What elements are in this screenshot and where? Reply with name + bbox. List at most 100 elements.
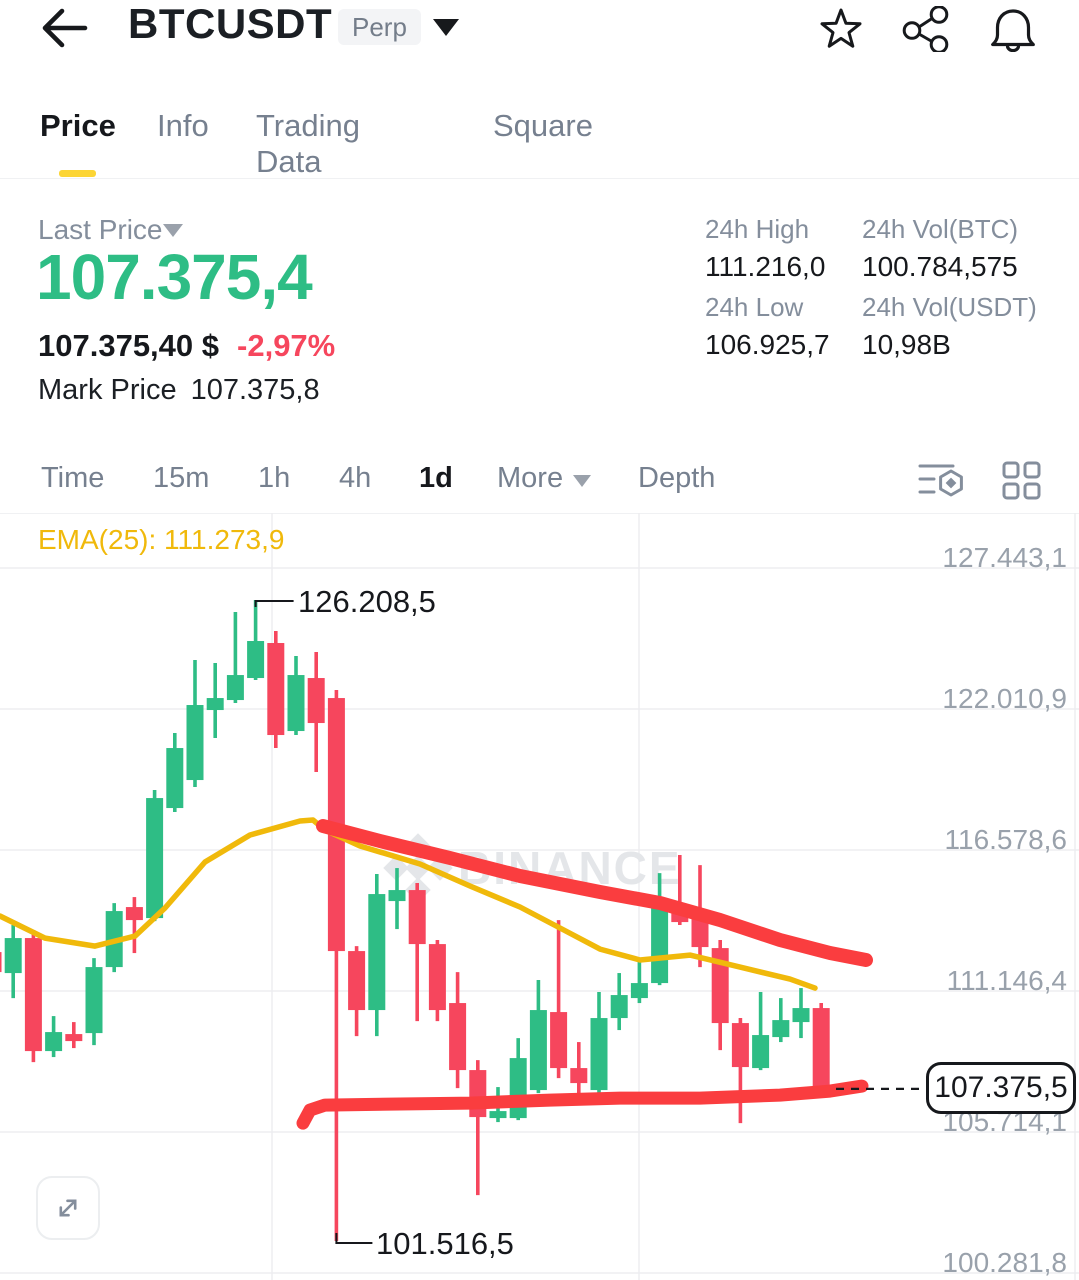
stat-value: 10,98B xyxy=(862,329,951,360)
interval-depth[interactable]: Depth xyxy=(638,462,715,495)
candle-body xyxy=(691,917,709,948)
ema-indicator-label[interactable]: EMA(25): 111.273,9 xyxy=(38,524,285,555)
interval-1h[interactable]: 1h xyxy=(258,462,290,495)
last-price-value: 107.375,4 xyxy=(36,241,313,313)
stat-value: 100.784,575 xyxy=(862,251,1018,282)
y-axis-label: 122.010,9 xyxy=(942,683,1067,714)
candle-body xyxy=(570,1068,588,1084)
tab-square[interactable]: Square xyxy=(493,108,593,143)
stat-cell: 24h Vol(USDT) 10,98B xyxy=(862,292,1037,361)
mark-price-row: Mark Price 107.375,8 xyxy=(38,374,320,407)
layout-grid-icon[interactable] xyxy=(1001,461,1043,501)
interval-15m[interactable]: 15m xyxy=(153,462,209,495)
candle-body xyxy=(408,890,426,945)
tab-info[interactable]: Info xyxy=(157,108,209,143)
interval-label: More xyxy=(497,462,564,494)
candle-body xyxy=(651,905,669,984)
share-icon[interactable] xyxy=(902,6,950,52)
ema-line xyxy=(0,817,818,991)
stat-cell: 24h High 111.216,0 xyxy=(705,214,825,283)
symbol-dropdown-icon[interactable] xyxy=(433,19,459,36)
stat-cell: 24h Low 106.925,7 xyxy=(705,292,830,361)
candle-body xyxy=(85,967,103,1034)
annotation-text: 126.208,5 xyxy=(298,584,436,619)
candle-body xyxy=(307,678,325,724)
candle-body xyxy=(731,1023,749,1068)
candle-body xyxy=(469,1070,487,1118)
candle-body xyxy=(388,890,406,902)
interval-time[interactable]: Time xyxy=(41,462,104,495)
fiat-price-row: 107.375,40 $ -2,97% xyxy=(38,328,335,364)
candle-body xyxy=(489,1111,507,1119)
interval-label: Time xyxy=(41,462,105,494)
last-price-label[interactable]: Last Price xyxy=(38,214,163,245)
interval-4h[interactable]: 4h xyxy=(339,462,371,495)
bell-icon[interactable] xyxy=(989,6,1037,52)
annotation-line xyxy=(335,1232,373,1244)
candle-body xyxy=(772,1020,790,1038)
candle-body xyxy=(550,1012,568,1069)
candle-body xyxy=(166,748,184,809)
annotation-line xyxy=(254,600,294,608)
candle-body xyxy=(186,705,204,781)
candle-body xyxy=(287,675,305,732)
y-axis-label: 111.146,4 xyxy=(946,965,1067,996)
y-axis-label: 116.578,6 xyxy=(944,824,1068,855)
candle-body xyxy=(590,1018,608,1091)
candle-body xyxy=(24,938,42,1052)
interval-1d[interactable]: 1d xyxy=(419,462,453,495)
page-title: BTCUSDT xyxy=(128,0,333,47)
stat-label: 24h Vol(USDT) xyxy=(862,292,1037,322)
interval-more[interactable]: More xyxy=(497,462,592,495)
candle-body xyxy=(125,907,143,921)
mark-price-value: 107.375,8 xyxy=(190,374,320,406)
interval-label: 1h xyxy=(258,462,291,494)
y-axis-label: 127.443,1 xyxy=(942,542,1067,573)
star-icon[interactable] xyxy=(818,6,864,52)
interval-label: Depth xyxy=(638,462,716,494)
annotation-text: 101.516,5 xyxy=(376,1226,514,1261)
perp-badge: Perp xyxy=(338,9,421,45)
candle-body xyxy=(610,995,628,1019)
drawn-support-line xyxy=(296,1079,869,1130)
back-arrow-icon[interactable] xyxy=(36,6,88,50)
chevron-down-icon xyxy=(573,474,592,487)
indicator-settings-icon[interactable] xyxy=(917,460,967,500)
stat-label: 24h Vol(BTC) xyxy=(862,214,1019,244)
interval-label: 1d xyxy=(419,462,453,494)
stats-panel: 24h High 111.216,0 24h Vol(BTC) 100.784,575… xyxy=(705,214,1065,364)
fullscreen-button[interactable] xyxy=(36,1176,100,1240)
last-price-dropdown-icon[interactable] xyxy=(163,224,183,237)
candle-body xyxy=(0,952,2,973)
y-axis-label: 100.281,8 xyxy=(942,1247,1067,1278)
drawn-resistance-line xyxy=(316,819,873,967)
change-percent: -2,97% xyxy=(237,328,336,363)
candle-body xyxy=(529,1010,547,1091)
toolbar-divider xyxy=(0,513,1079,514)
binance-logo-diamond xyxy=(383,855,409,881)
candle-body xyxy=(711,948,729,1024)
candle-body xyxy=(368,894,386,1011)
fiat-price: 107.375,40 $ xyxy=(38,328,220,363)
candle-body xyxy=(45,1032,63,1052)
stat-value: 111.216,0 xyxy=(705,251,826,282)
active-tab-underline xyxy=(59,170,96,177)
candle-body xyxy=(348,951,366,1011)
last-price-tag: 107.375,5 xyxy=(926,1062,1076,1114)
candle-body xyxy=(752,1035,770,1069)
candle-body xyxy=(792,1008,810,1023)
tab-trading-data[interactable]: Trading Data xyxy=(256,108,360,179)
stat-value: 106.925,7 xyxy=(705,329,830,360)
tab-price[interactable]: Price xyxy=(40,108,116,143)
candle-body xyxy=(449,1003,467,1071)
stat-label: 24h High xyxy=(705,214,810,244)
interval-label: 15m xyxy=(153,462,210,494)
tabs-divider xyxy=(0,178,1079,179)
candle-body xyxy=(65,1034,83,1042)
stat-label: 24h Low xyxy=(705,292,804,322)
candle-body xyxy=(267,643,285,736)
candle-body xyxy=(509,1058,527,1119)
stat-cell: 24h Vol(BTC) 100.784,575 xyxy=(862,214,1018,283)
